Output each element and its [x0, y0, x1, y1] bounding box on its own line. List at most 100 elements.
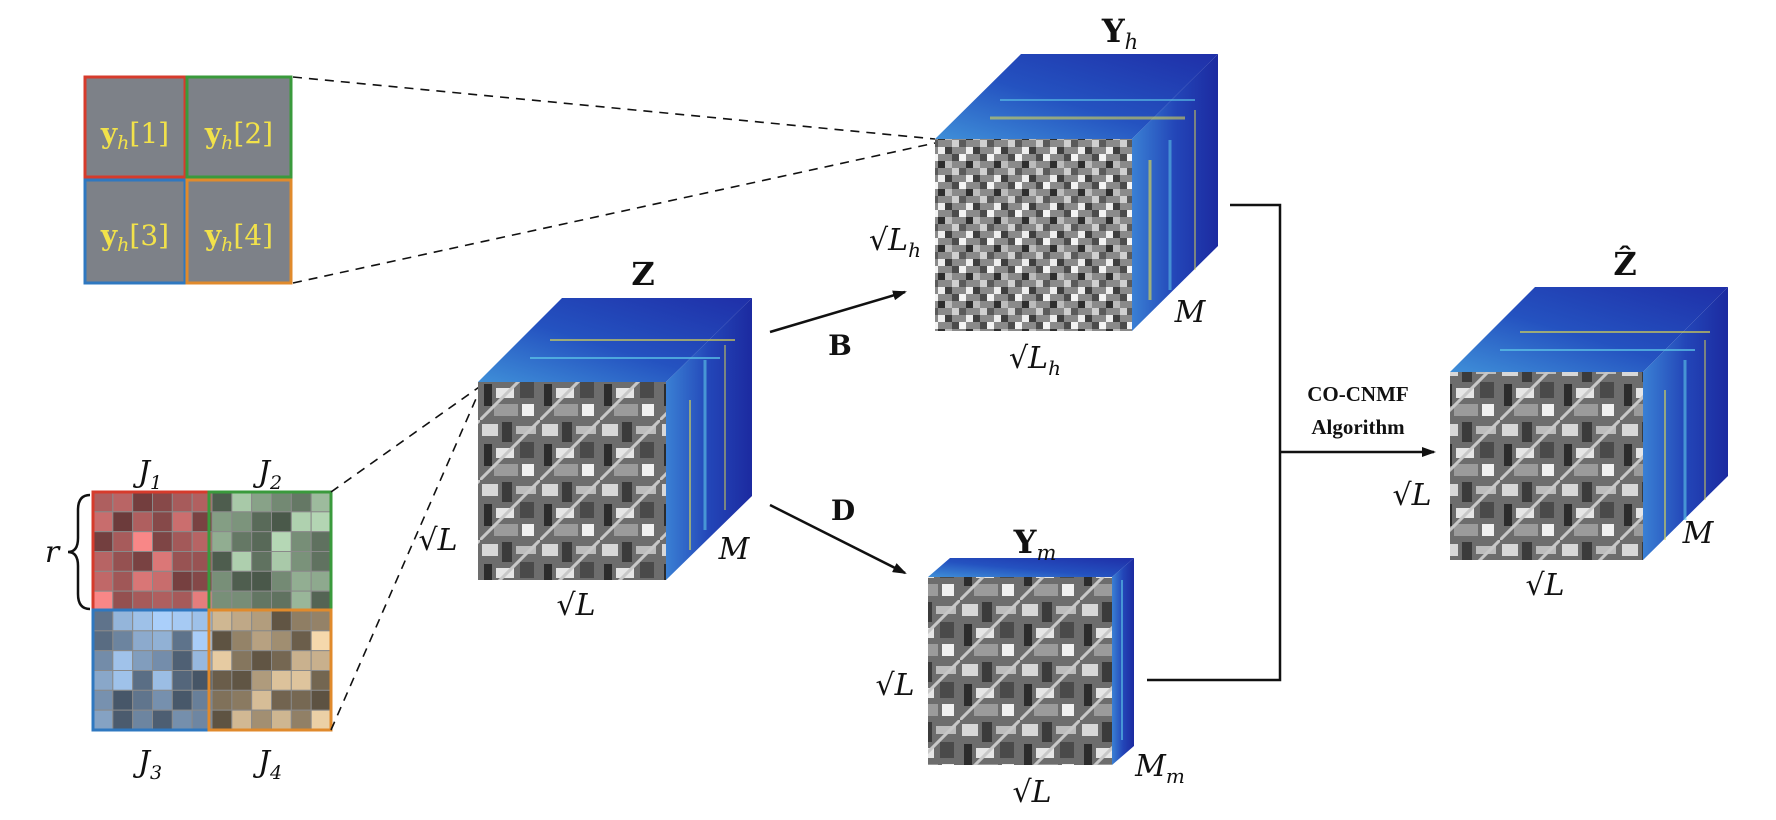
grid-cell — [271, 491, 292, 513]
grid-cell — [290, 670, 312, 691]
grid-cell — [251, 551, 273, 572]
grid-cell — [132, 511, 154, 533]
region-j4-border — [207, 608, 333, 732]
grid-cell — [171, 511, 193, 533]
spectral-stripes — [1500, 331, 1710, 540]
grid-cell — [251, 689, 273, 711]
grid-cell — [171, 650, 193, 672]
grid-cell — [290, 689, 312, 711]
grid-cell — [290, 590, 312, 612]
region-label-j4: J4 — [252, 745, 282, 784]
cube-front-face — [928, 577, 1112, 765]
cube-depth-label: M — [1682, 516, 1715, 551]
dashed-connector — [292, 142, 936, 284]
algorithm-label-line1: CO-CNMF — [1307, 382, 1408, 406]
grid-cell — [310, 670, 332, 691]
spectral-stripes — [530, 339, 735, 550]
cube-depth-label: M — [718, 532, 751, 567]
grid-cell — [92, 570, 114, 592]
cube-bottom-label: √L — [1525, 568, 1564, 603]
cube-zhat: Ẑ √L √L M — [1392, 245, 1728, 603]
fine-grid-cells — [92, 491, 332, 731]
cube-bottom-label: √Lh — [1009, 341, 1061, 380]
dashed-connector — [330, 384, 483, 493]
grid-cell — [92, 590, 114, 612]
grid-cell — [231, 670, 253, 691]
grid-cell — [290, 610, 312, 632]
grid-cell — [231, 551, 253, 572]
grid-cell — [132, 709, 154, 731]
grid-cell — [152, 570, 173, 592]
brace — [67, 493, 91, 611]
grid-cell — [211, 570, 233, 592]
grid-cell — [132, 630, 154, 652]
grid-cell — [251, 709, 273, 731]
cube-z: Z √L √L M — [418, 255, 752, 623]
grid-cell — [171, 551, 193, 572]
grid-cell — [152, 531, 173, 553]
grid-cell — [171, 531, 193, 553]
grid-cell — [251, 590, 273, 612]
grid-cell — [211, 590, 233, 612]
grid-cell — [92, 630, 114, 652]
grid-cell — [211, 491, 233, 513]
cube-title: Ym — [1013, 523, 1057, 565]
grid-cell — [251, 570, 273, 592]
cube-yh: Yh √Lh √Lh M — [869, 12, 1218, 380]
grid-cell — [271, 670, 292, 691]
grid-cell — [271, 650, 292, 672]
algorithm-label-line2: Algorithm — [1311, 415, 1405, 439]
grid-cell — [310, 650, 332, 672]
grid-cell — [132, 491, 154, 513]
grid-cell — [132, 689, 154, 711]
grid-cell — [92, 531, 114, 553]
grid-cell — [231, 531, 253, 553]
grid-cell — [290, 491, 312, 513]
grid-cell — [310, 551, 332, 572]
region-label-j2: J2 — [252, 455, 282, 494]
cube-side-face — [1132, 54, 1218, 331]
grid-cell — [92, 610, 114, 632]
grid-cell — [152, 551, 173, 572]
grid-cell — [310, 491, 332, 513]
grid-cell — [231, 689, 253, 711]
cube-title: Yh — [1101, 12, 1138, 54]
grid-cell — [231, 491, 253, 513]
cube-depth-label: M — [1174, 295, 1207, 330]
grid-cell — [152, 590, 173, 612]
cube-bottom-label: √L — [556, 588, 595, 623]
grid-cell — [92, 670, 114, 691]
grid-cell — [290, 551, 312, 572]
grid-cell — [211, 689, 233, 711]
grid-cell — [211, 511, 233, 533]
grid-cell — [152, 709, 173, 731]
grid-cell — [211, 670, 233, 691]
grid-cell — [112, 610, 134, 632]
spectral-stripes — [990, 99, 1196, 300]
operator-b-label: B — [828, 329, 852, 362]
grid-cell — [310, 570, 332, 592]
patch-cell-2 — [185, 75, 293, 179]
region-label-j3: J3 — [132, 745, 162, 784]
operator-d-label: D — [831, 494, 855, 527]
grid-cell — [271, 590, 292, 612]
patch-label-4: yh[4] — [204, 219, 273, 256]
grid-cell — [271, 610, 292, 632]
grid-cell — [231, 630, 253, 652]
grid-cell — [132, 551, 154, 572]
cube-front-face — [478, 382, 666, 580]
grid-cell — [290, 630, 312, 652]
grid-cell — [271, 511, 292, 533]
grid-cell — [112, 689, 134, 711]
grid-cell — [112, 570, 134, 592]
grid-cell — [112, 511, 134, 533]
cube-side-label: √Lh — [869, 223, 921, 262]
grid-cell — [92, 650, 114, 672]
grid-cell — [310, 630, 332, 652]
grid-cell — [132, 531, 154, 553]
grid-cell — [251, 630, 273, 652]
grid-cell — [171, 491, 193, 513]
grid-cell — [171, 670, 193, 691]
grid-cell — [171, 590, 193, 612]
patch-grid-top: yh[1] yh[2] yh[3] yh[4] — [83, 75, 293, 285]
